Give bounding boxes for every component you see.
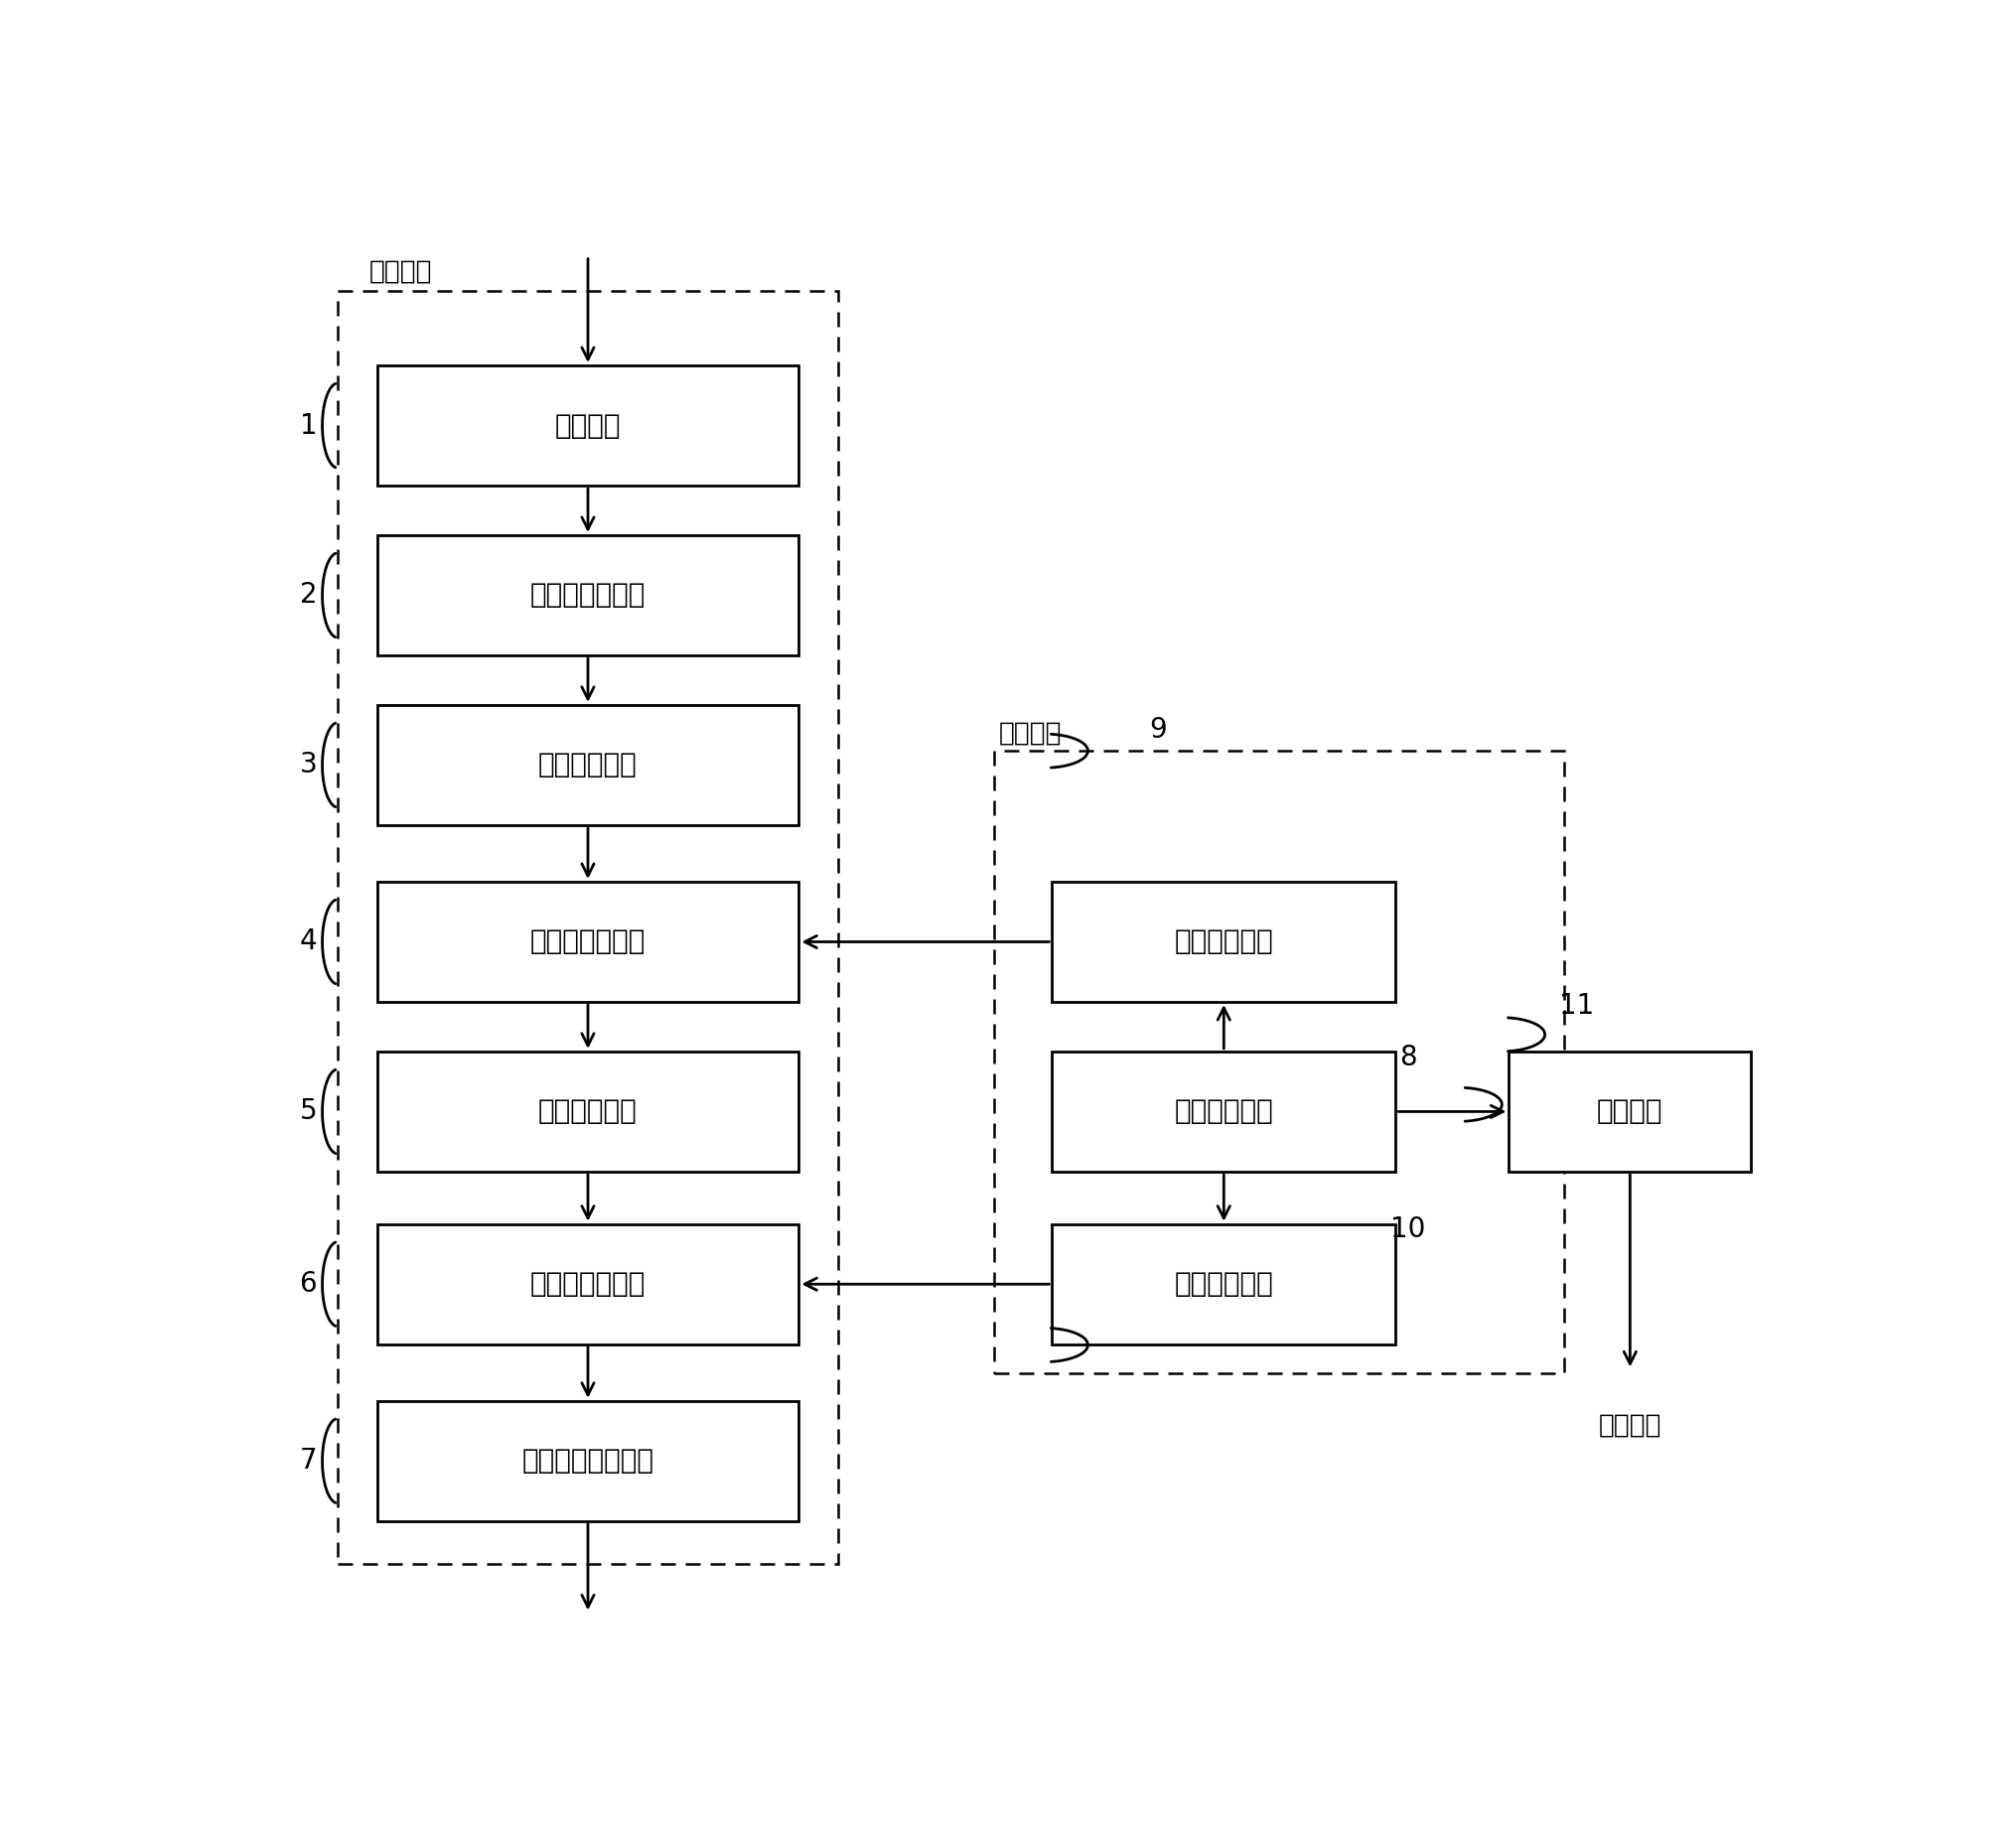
Text: 1: 1 (300, 411, 317, 439)
Bar (377, 705, 798, 825)
Text: 低噪声放大模块: 低噪声放大模块 (530, 580, 645, 610)
Text: 第一级混频模块: 第一级混频模块 (530, 928, 645, 955)
Text: 5: 5 (300, 1099, 317, 1126)
Text: 中频滤波放大模块: 中频滤波放大模块 (522, 1448, 653, 1475)
Text: 第二本振模块: 第二本振模块 (1173, 1269, 1274, 1299)
Text: 本振模块: 本振模块 (998, 720, 1062, 746)
Text: 晶振电路模块: 晶振电路模块 (1173, 1099, 1274, 1126)
Bar (377, 366, 798, 485)
Text: 通道模块: 通道模块 (369, 259, 431, 285)
Bar (339, 292, 839, 1565)
Bar (377, 882, 798, 1001)
Text: 时钟输出: 时钟输出 (1599, 1413, 1661, 1438)
Text: 第一本振模块: 第一本振模块 (1173, 928, 1274, 955)
Bar (1052, 1223, 1395, 1345)
Bar (994, 751, 1564, 1374)
Bar (1052, 1051, 1395, 1172)
Text: 滤波放大模块: 滤波放大模块 (538, 1099, 637, 1126)
Text: 8: 8 (1399, 1043, 1417, 1071)
Text: 10: 10 (1391, 1214, 1425, 1244)
Text: 6: 6 (300, 1269, 317, 1299)
Bar (377, 1223, 798, 1345)
Text: 2: 2 (300, 580, 317, 610)
Text: 3: 3 (300, 751, 317, 779)
Text: 第二级混频模块: 第二级混频模块 (530, 1269, 645, 1299)
Bar (1052, 882, 1395, 1001)
Text: 时钟模块: 时钟模块 (1597, 1099, 1663, 1126)
Text: 限幅模块: 限幅模块 (554, 411, 621, 439)
Text: 4: 4 (300, 928, 317, 955)
Text: 开关滤波模块: 开关滤波模块 (538, 751, 637, 779)
Text: 9: 9 (1149, 716, 1167, 744)
Bar (1508, 1051, 1752, 1172)
Bar (377, 1402, 798, 1521)
Text: 11: 11 (1560, 992, 1595, 1020)
Text: 7: 7 (300, 1448, 317, 1475)
Bar (377, 535, 798, 656)
Bar (377, 1051, 798, 1172)
